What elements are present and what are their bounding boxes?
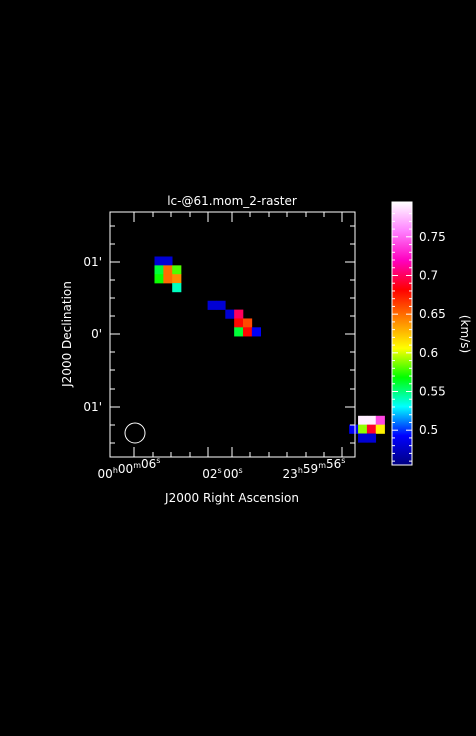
raster-pixel-12 bbox=[234, 309, 244, 319]
raster-pixel-0 bbox=[154, 256, 164, 266]
raster-pixel-26 bbox=[366, 433, 377, 443]
x-ticks: 00h00m06s 02s 00s 23h59m56s bbox=[98, 212, 346, 481]
colorbar-tick-label: 0.65 bbox=[419, 307, 446, 321]
raster-pixel-19 bbox=[366, 415, 377, 425]
colorbar-ticks: 0.5 0.55 0.6 0.65 0.7 0.75 bbox=[392, 213, 446, 462]
raster-pixel-6 bbox=[163, 274, 173, 284]
raster-pixel-13 bbox=[234, 318, 244, 328]
raster-pixel-9 bbox=[207, 300, 217, 310]
raster-pixel-14 bbox=[243, 318, 253, 328]
raster-pixel-24 bbox=[375, 424, 385, 434]
raster-pixel-17 bbox=[251, 327, 261, 337]
raster-pixel-18 bbox=[358, 415, 368, 425]
raster-pixel-16 bbox=[243, 327, 253, 337]
colorbar-tick-label: 0.5 bbox=[419, 423, 438, 437]
raster-pixel-2 bbox=[154, 265, 164, 275]
raster-pixel-21 bbox=[349, 424, 359, 434]
raster-pixel-8 bbox=[172, 283, 182, 293]
raster-pixels bbox=[154, 256, 385, 443]
raster-pixel-5 bbox=[154, 274, 164, 284]
y-axis-label: J2000 Declination bbox=[60, 281, 74, 388]
raster-pixel-11 bbox=[225, 309, 235, 319]
raster-pixel-22 bbox=[358, 424, 368, 434]
raster-pixel-15 bbox=[234, 327, 244, 337]
x-axis-label: J2000 Right Ascension bbox=[164, 491, 299, 505]
raster-pixel-25 bbox=[358, 433, 368, 443]
colorbar-tick-label: 0.7 bbox=[419, 268, 438, 282]
raster-pixel-3 bbox=[163, 265, 173, 275]
y-tick-label: 0' bbox=[91, 327, 102, 341]
chart-title: lc-@61.mom_2-raster bbox=[167, 194, 297, 208]
colorbar bbox=[391, 201, 413, 466]
beam-ellipse bbox=[124, 422, 146, 444]
raster-pixel-20 bbox=[375, 415, 385, 425]
x-tick-label: 02s bbox=[202, 466, 221, 481]
y-tick-label: 01' bbox=[83, 400, 102, 414]
x-tick-label: 00s bbox=[223, 466, 242, 481]
colorbar-tick-label: 0.75 bbox=[419, 230, 446, 244]
colorbar-tick-label: 0.55 bbox=[419, 385, 446, 399]
x-tick-label: 00h00m06s bbox=[98, 456, 161, 481]
raster-pixel-4 bbox=[172, 265, 182, 275]
x-tick-label: 23h59m56s bbox=[283, 456, 346, 481]
raster-pixel-10 bbox=[216, 300, 226, 310]
raster-pixel-7 bbox=[172, 274, 182, 284]
y-tick-label: 01' bbox=[83, 255, 102, 269]
y-ticks: 01' 0' 01' bbox=[83, 225, 355, 444]
colorbar-label: (km/s) bbox=[458, 315, 472, 353]
colorbar-tick-label: 0.6 bbox=[419, 346, 438, 360]
raster-pixel-1 bbox=[163, 256, 173, 266]
raster-pixel-23 bbox=[366, 424, 377, 434]
